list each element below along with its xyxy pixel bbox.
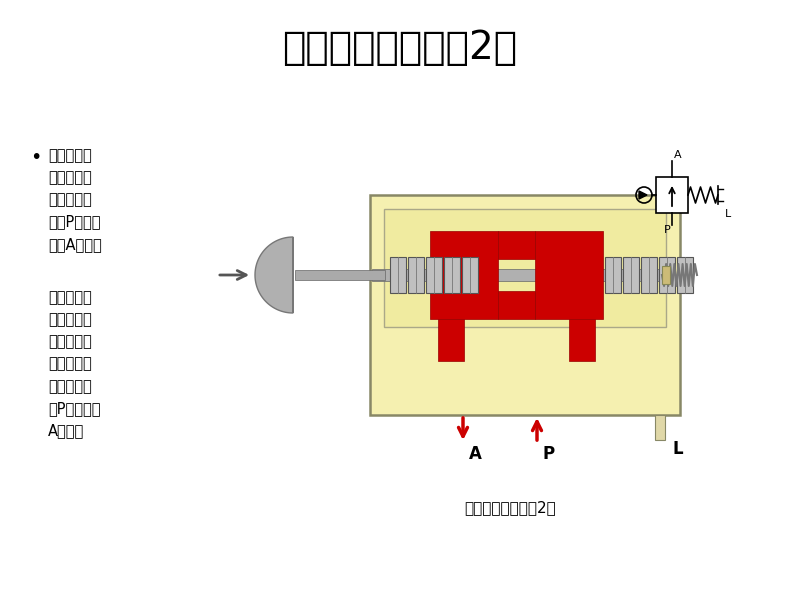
Polygon shape	[639, 191, 647, 199]
Text: 二位二通换向阀（2）: 二位二通换向阀（2）	[464, 500, 556, 515]
Bar	[623, 257, 639, 293]
Text: 二位二通换
向阀也可以
为常开式，
即在静止位
置时，进油
口P与工作口
A接通。: 二位二通换 向阀也可以 为常开式， 即在静止位 置时，进油 口P与工作口 A接通…	[48, 290, 101, 438]
Text: L: L	[672, 440, 682, 458]
Bar	[659, 257, 675, 293]
Bar	[677, 257, 693, 293]
Bar	[535, 231, 603, 319]
Bar	[605, 257, 621, 293]
Text: 驱动二位二
通换向阀动
作时，则进
油口P与工作
油口A接通。: 驱动二位二 通换向阀动 作时，则进 油口P与工作 油口A接通。	[48, 148, 102, 252]
Bar	[569, 319, 595, 361]
Text: A: A	[469, 445, 482, 463]
Bar	[384, 209, 666, 327]
Bar	[426, 257, 442, 293]
Text: P: P	[543, 445, 555, 463]
Bar	[498, 231, 535, 259]
Bar	[408, 257, 424, 293]
Bar	[656, 177, 688, 213]
Bar	[498, 291, 535, 319]
Bar	[430, 231, 498, 319]
Text: P: P	[664, 225, 670, 235]
Bar	[662, 266, 670, 284]
Polygon shape	[255, 237, 293, 313]
Bar	[295, 270, 385, 280]
Bar	[372, 269, 665, 281]
Text: A: A	[674, 150, 682, 160]
Text: 二位二通换向阀（2）: 二位二通换向阀（2）	[282, 29, 518, 67]
Text: L: L	[725, 209, 731, 219]
Bar	[641, 257, 657, 293]
Bar	[655, 415, 665, 440]
Text: •: •	[30, 148, 42, 167]
Bar	[444, 257, 460, 293]
Bar	[390, 257, 406, 293]
Bar	[462, 257, 478, 293]
Bar	[438, 319, 464, 361]
Bar	[370, 195, 680, 415]
